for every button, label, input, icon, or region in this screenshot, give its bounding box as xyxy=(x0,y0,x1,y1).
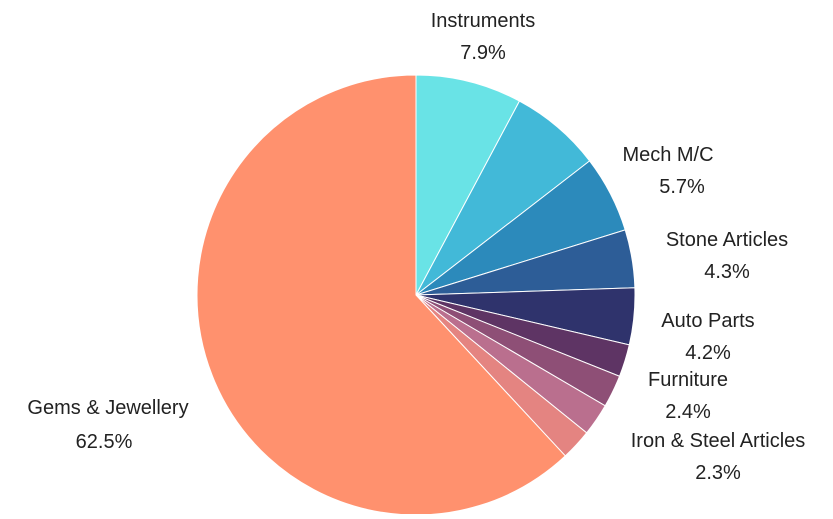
slice-label-auto-parts: Auto Parts xyxy=(661,310,754,332)
pie-labels: Instruments 7.9% Mech M/C 5.7% Stone Article… xyxy=(27,10,805,484)
slice-percent-mech-mc: 5.7% xyxy=(659,176,705,198)
slice-percent-furniture: 2.4% xyxy=(665,401,711,423)
pie-slice-gems-jewellery xyxy=(196,74,567,516)
slice-label-gems-jewellery: Gems & Jewellery xyxy=(27,397,188,419)
slice-label-furniture: Furniture xyxy=(648,369,728,391)
slice-label-stone-articles: Stone Articles xyxy=(666,229,788,251)
slice-percent-auto-parts: 4.2% xyxy=(685,342,731,364)
slice-percent-iron-steel-articles: 2.3% xyxy=(695,462,741,484)
slice-percent-instruments: 7.9% xyxy=(460,42,506,64)
slice-label-mech-mc: Mech M/C xyxy=(622,144,713,166)
slice-percent-gems-jewellery: 62.5% xyxy=(76,431,133,453)
slice-percent-stone-articles: 4.3% xyxy=(704,261,750,283)
pie-slices xyxy=(196,74,636,516)
pie-slice-instruments xyxy=(415,74,521,296)
slice-label-instruments: Instruments xyxy=(431,10,535,32)
slice-label-iron-steel-articles: Iron & Steel Articles xyxy=(631,430,806,452)
